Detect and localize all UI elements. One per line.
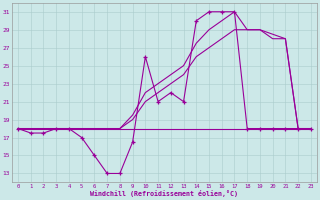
X-axis label: Windchill (Refroidissement éolien,°C): Windchill (Refroidissement éolien,°C) [91, 190, 238, 197]
